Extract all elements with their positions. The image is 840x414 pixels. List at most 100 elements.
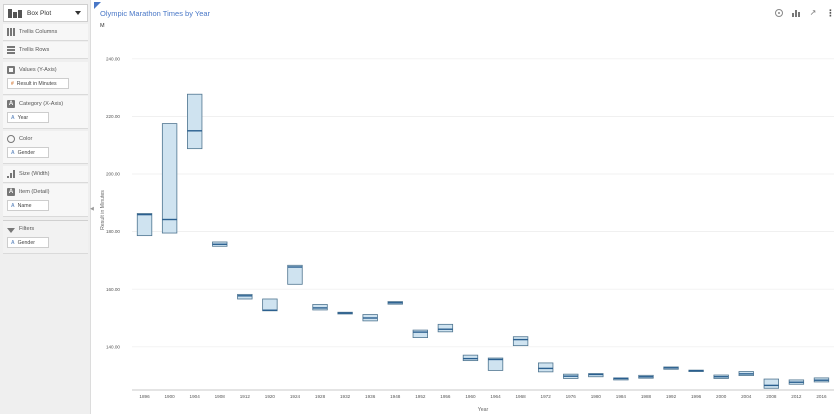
trellis-columns-icon — [7, 28, 15, 36]
box-1972[interactable] — [538, 362, 554, 373]
y-axis-ticks: 140.00 160.00 180.00 200.00 220.00 240.00 — [106, 56, 120, 349]
box-1912[interactable] — [237, 293, 253, 300]
y-tick-label: 240.00 — [106, 56, 120, 61]
trellis-rows-shelf[interactable]: Trellis Rows — [3, 42, 88, 59]
gridlines — [132, 58, 834, 348]
box-plot-svg: 140.00 160.00 180.00 200.00 220.00 240.00 189… — [100, 56, 834, 413]
box-body[interactable] — [187, 93, 203, 150]
item-shelf-label: Item (Detail) — [19, 189, 50, 195]
box-1980[interactable] — [588, 373, 604, 378]
size-shelf-label: Size (Width) — [19, 171, 50, 177]
box-body[interactable] — [136, 213, 153, 237]
category-pill[interactable]: A Year — [7, 112, 49, 123]
box-1936[interactable] — [362, 314, 378, 322]
x-tick-label: 1984 — [616, 394, 627, 399]
box-2012[interactable] — [788, 379, 805, 385]
box-1920[interactable] — [262, 298, 278, 312]
x-tick-label: 1908 — [215, 394, 226, 399]
chevron-down-icon[interactable] — [75, 11, 81, 15]
box-body[interactable] — [763, 378, 779, 389]
box-2008[interactable] — [763, 378, 779, 389]
chart-type-label: Box Plot — [27, 9, 52, 17]
box-1948[interactable] — [387, 301, 403, 305]
size-icon — [7, 170, 15, 178]
chart-title[interactable]: Olympic Marathon Times by Year — [100, 9, 211, 18]
box-body[interactable] — [538, 362, 554, 373]
category-shelf[interactable]: A Category (X-Axis) A Year — [3, 96, 88, 129]
y-tick-label: 200.00 — [106, 172, 120, 177]
box-1896[interactable] — [136, 213, 153, 237]
filter-pill[interactable]: A Gender — [7, 237, 49, 248]
box-body[interactable] — [262, 298, 278, 312]
color-shelf-label: Color — [19, 136, 33, 142]
x-tick-label: 1968 — [515, 394, 526, 399]
size-shelf[interactable]: Size (Width) — [3, 166, 88, 183]
attribute-type-icon: A — [11, 114, 15, 121]
trellis-columns-shelf[interactable]: Trellis Columns — [3, 24, 88, 41]
box-body[interactable] — [312, 304, 328, 311]
more-menu-icon[interactable]: ⋮ — [826, 8, 835, 18]
box-body[interactable] — [237, 293, 253, 300]
box-1968[interactable] — [512, 336, 529, 347]
box-body[interactable] — [487, 357, 504, 371]
color-pill-label: Gender — [17, 149, 35, 156]
filters-shelf[interactable]: Filters A Gender — [3, 220, 88, 254]
box-1988[interactable] — [638, 374, 654, 379]
chart-type-bars-icon[interactable] — [792, 9, 800, 17]
box-1932[interactable] — [337, 311, 353, 315]
color-shelf[interactable]: Color A Gender — [3, 131, 88, 164]
box-2004[interactable] — [738, 371, 754, 376]
box-1996[interactable] — [688, 369, 704, 372]
trellis-label: M — [100, 23, 105, 29]
category-pill-label: Year — [17, 114, 29, 121]
box-2000[interactable] — [713, 374, 729, 379]
values-shelf-label: Values (Y-Axis) — [19, 67, 57, 73]
values-shelf[interactable]: Values (Y-Axis) # Result in Minutes — [3, 62, 88, 95]
box-body[interactable] — [412, 329, 428, 338]
box-1956[interactable] — [437, 323, 454, 333]
box-1908[interactable] — [212, 241, 228, 247]
color-pill[interactable]: A Gender — [7, 147, 49, 158]
attribute-type-icon: A — [11, 149, 15, 156]
y-tick-label: 160.00 — [106, 287, 120, 292]
box-1976[interactable] — [563, 373, 579, 379]
category-shelf-label: Category (X-Axis) — [19, 101, 64, 107]
x-tick-label: 1896 — [139, 394, 150, 399]
box-body[interactable] — [437, 323, 454, 333]
box-1992[interactable] — [663, 366, 679, 370]
box-body[interactable] — [287, 264, 303, 285]
box-body[interactable] — [161, 123, 178, 234]
maximize-icon[interactable]: ↗ — [809, 8, 817, 17]
values-pill[interactable]: # Result in Minutes — [7, 78, 69, 89]
box-body[interactable] — [462, 354, 479, 362]
trellis-columns-label: Trellis Columns — [19, 29, 58, 35]
x-tick-label: 1936 — [365, 394, 376, 399]
box-1904[interactable] — [187, 93, 203, 150]
box-1924[interactable] — [287, 264, 303, 285]
y-axis-title: Result in Minutes — [100, 190, 106, 230]
box-1900[interactable] — [161, 123, 178, 234]
gear-icon[interactable] — [775, 9, 783, 17]
attribute-type-icon: A — [11, 202, 15, 209]
item-detail-shelf[interactable]: A Item (Detail) A Name — [3, 184, 88, 217]
x-tick-label: 1948 — [390, 394, 401, 399]
trellis-rows-icon — [7, 46, 15, 54]
box-2016[interactable] — [813, 377, 830, 383]
x-tick-label: 1964 — [490, 394, 501, 399]
box-1928[interactable] — [312, 304, 328, 311]
chart-type-selector[interactable]: Box Plot — [3, 4, 88, 22]
values-pill-label: Result in Minutes — [16, 80, 57, 87]
box-1960[interactable] — [462, 354, 479, 362]
attribute-icon: A — [7, 100, 15, 108]
box-body[interactable] — [588, 373, 604, 378]
box-1952[interactable] — [412, 329, 428, 338]
item-pill-label: Name — [17, 202, 32, 209]
attribute-icon: A — [7, 188, 15, 196]
collapse-panel-icon[interactable]: ◀ — [90, 206, 94, 212]
box-1984[interactable] — [613, 377, 629, 381]
x-tick-label: 1980 — [591, 394, 602, 399]
item-pill[interactable]: A Name — [7, 200, 49, 211]
box-1964[interactable] — [487, 357, 504, 371]
x-tick-label: 2004 — [741, 394, 752, 399]
box-body[interactable] — [512, 336, 529, 347]
